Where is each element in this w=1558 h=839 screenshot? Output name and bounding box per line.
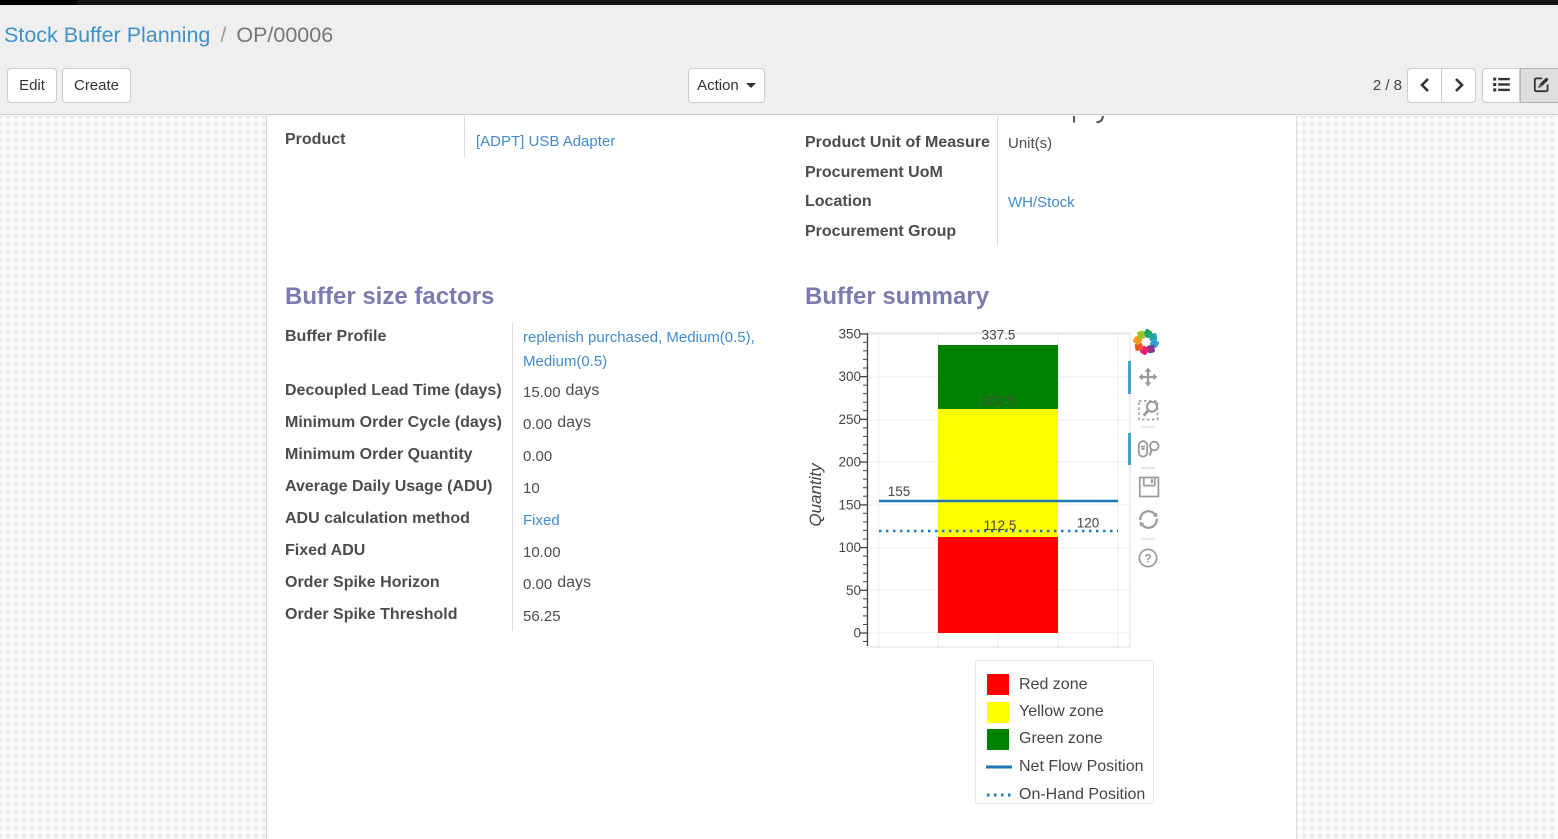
svg-text:155: 155 <box>888 484 911 499</box>
svg-text:112.5: 112.5 <box>984 518 1017 533</box>
svg-text:150: 150 <box>838 497 861 512</box>
svg-text:100: 100 <box>838 540 861 555</box>
svg-text:350: 350 <box>838 327 861 342</box>
svg-text:Quantity: Quantity <box>806 462 825 527</box>
svg-text:262.5: 262.5 <box>982 394 1016 409</box>
svg-text:250: 250 <box>838 412 861 427</box>
svg-text:?: ? <box>1144 552 1151 566</box>
svg-text:50: 50 <box>846 583 861 598</box>
svg-text:120: 120 <box>1077 516 1100 531</box>
svg-text:300: 300 <box>838 369 861 384</box>
svg-text:200: 200 <box>838 455 861 470</box>
svg-text:0: 0 <box>853 626 861 641</box>
svg-text:337.5: 337.5 <box>982 328 1016 343</box>
